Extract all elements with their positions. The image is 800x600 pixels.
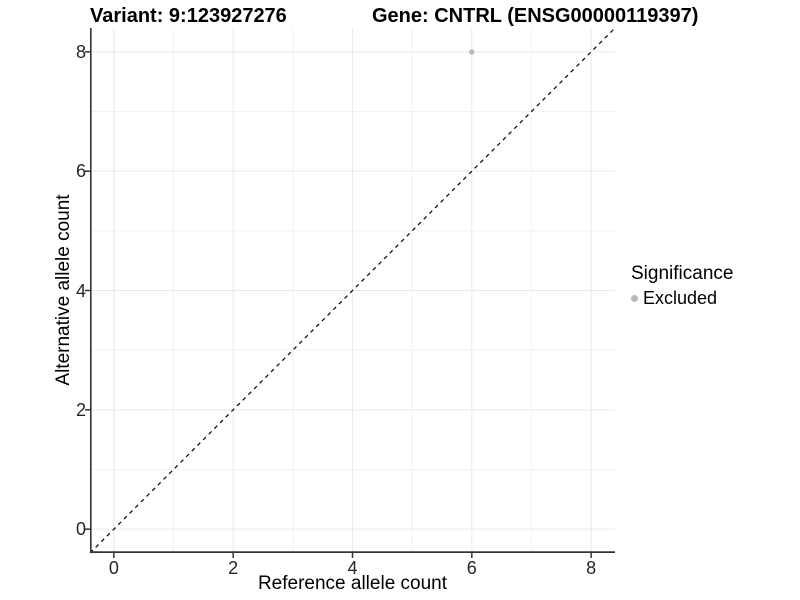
legend-title: Significance <box>631 263 734 284</box>
y-tick-label: 6 <box>75 161 86 182</box>
plot-canvas <box>85 27 616 558</box>
x-axis-title: Reference allele count <box>257 573 448 594</box>
x-tick-label: 8 <box>586 558 597 578</box>
legend-items: Excluded <box>631 288 733 309</box>
y-tick-label: 8 <box>75 41 86 62</box>
x-tick-label: 4 <box>347 558 358 578</box>
legend-item: Excluded <box>631 288 733 309</box>
legend-point-icon <box>631 295 638 302</box>
y-axis-tick-labels: 0 2 4 6 8 <box>0 28 86 553</box>
x-tick-label: 0 <box>108 558 119 578</box>
plot-title-gene: Gene: CNTRL (ENSG00000119397) <box>372 5 699 27</box>
x-tick-label: 6 <box>466 558 477 578</box>
y-tick-label: 4 <box>75 280 86 301</box>
x-axis-tick-labels: 0 2 4 6 8 <box>90 557 615 579</box>
y-tick-label: 2 <box>75 399 86 420</box>
plot-panel <box>85 27 616 558</box>
plot-title-variant: Variant: 9:123927276 <box>90 5 287 27</box>
legend-item-label: Excluded <box>643 288 718 308</box>
x-tick-label: 2 <box>228 558 239 578</box>
y-tick-label: 0 <box>75 519 86 540</box>
legend: Significance Excluded <box>631 263 733 309</box>
y-axis-title: Alternative allele count <box>53 194 74 386</box>
